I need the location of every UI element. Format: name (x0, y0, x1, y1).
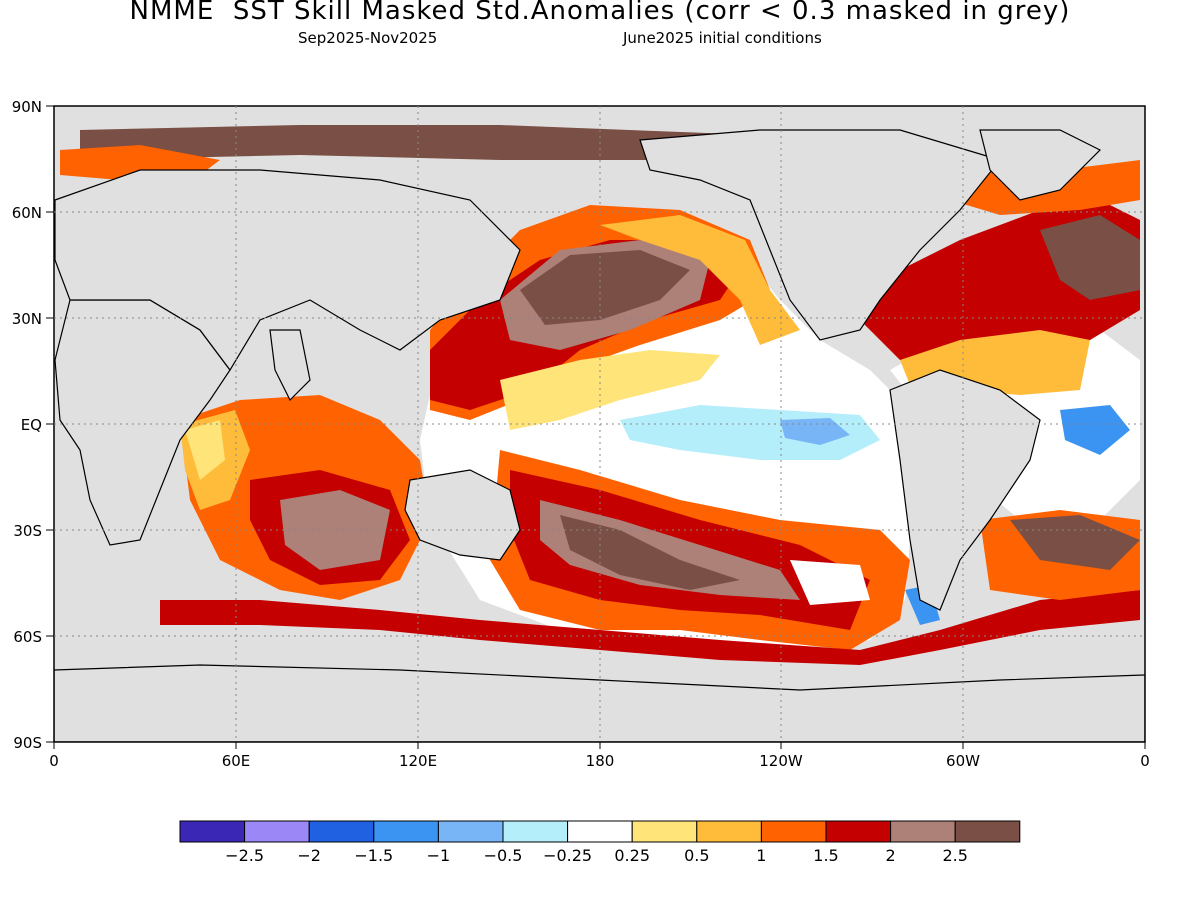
lon-label-120w: 120W (759, 752, 803, 770)
indian-ocean-extreme (280, 490, 390, 570)
north-atlantic-extreme (1040, 215, 1140, 300)
colorbar-swatch (502, 820, 569, 843)
colorbar-label: −1 (427, 846, 451, 865)
equatorial-cold-core (780, 418, 850, 445)
colorbar-swatch (567, 820, 633, 843)
colorbar-label: −2 (297, 846, 321, 865)
india-outline (269, 329, 311, 402)
forecast-period: Sep2025-Nov2025 (298, 29, 438, 47)
eurasia-outline (54, 169, 521, 372)
latitude-labels: 90N 60N 30N EQ 30S 60S 90S (12, 98, 42, 752)
north-pacific-edge (600, 215, 800, 345)
colorbar-swatch (890, 820, 956, 843)
antarctica-outline (54, 664, 1145, 742)
initial-conditions: June2025 initial conditions (623, 29, 822, 47)
lat-label-30s: 30S (13, 522, 42, 540)
colorbar-swatch (437, 820, 504, 843)
tropical-atlantic-cold (1060, 405, 1130, 455)
greenland-outline (979, 129, 1102, 201)
lat-label-90n: 90N (12, 98, 42, 116)
north-pacific-extreme-core (520, 250, 690, 325)
lon-label-0-west: 0 (49, 752, 59, 770)
lon-label-120e: 120E (399, 752, 437, 770)
lat-label-90s: 90S (13, 734, 42, 752)
colorbar-swatch (954, 820, 1021, 843)
colorbar-swatch (373, 820, 439, 843)
colorbar-label: −0.5 (484, 846, 523, 865)
anomaly-field (60, 125, 1140, 665)
lon-label-60w: 60W (946, 752, 980, 770)
colorbar-label: 1 (756, 846, 766, 865)
colorbar-swatch (760, 820, 827, 843)
north-america-outline (639, 129, 1002, 341)
colorbar-swatch (179, 820, 246, 843)
colorbar-label: 0.5 (684, 846, 709, 865)
colorbar-label: 1.5 (813, 846, 838, 865)
map-title: NMME SST Skill Masked Std.Anomalies (cor… (129, 0, 1071, 26)
south-pacific-white (790, 560, 870, 605)
colorbar-label: −2.5 (225, 846, 264, 865)
lat-label-60n: 60N (12, 204, 42, 222)
lon-label-60e: 60E (222, 752, 251, 770)
south-pacific-extreme-core (560, 515, 740, 590)
colorbar-label: 2 (886, 846, 896, 865)
tick-marks (46, 105, 1146, 749)
colorbar-label: −1.5 (354, 846, 393, 865)
colorbar: −2.5 −2 −1.5 −1 −0.5 −0.25 0.25 0.5 1 1.5 2 2.5 (179, 820, 1021, 865)
lon-label-180: 180 (586, 752, 615, 770)
colorbar-swatch (308, 820, 375, 843)
lon-label-0-east: 0 (1140, 752, 1150, 770)
colorbar-swatch (631, 820, 698, 843)
lat-label-eq: EQ (21, 416, 42, 434)
colorbar-label: 2.5 (942, 846, 967, 865)
south-pacific-extreme (540, 500, 800, 600)
colorbar-swatch (244, 820, 310, 843)
south-atlantic-extreme (1010, 515, 1140, 570)
south-america-outline (889, 369, 1041, 611)
lat-label-60s: 60S (13, 628, 42, 646)
continent-outlines (54, 129, 1145, 742)
equatorial-warm-band (500, 350, 720, 430)
colorbar-label: −0.25 (543, 846, 592, 865)
colorbar-swatch (696, 820, 762, 843)
lat-label-30n: 30N (12, 310, 42, 328)
colorbar-label: 0.25 (614, 846, 650, 865)
longitude-labels: 0 60E 120E 180 120W 60W 0 (49, 752, 1150, 770)
indian-ocean-light (185, 420, 225, 480)
arctic-anomaly (80, 125, 760, 160)
southern-ocean-anomaly (160, 590, 1140, 665)
colorbar-swatch (825, 820, 892, 843)
grid-lines (54, 106, 1145, 742)
australia-outline (404, 469, 521, 561)
